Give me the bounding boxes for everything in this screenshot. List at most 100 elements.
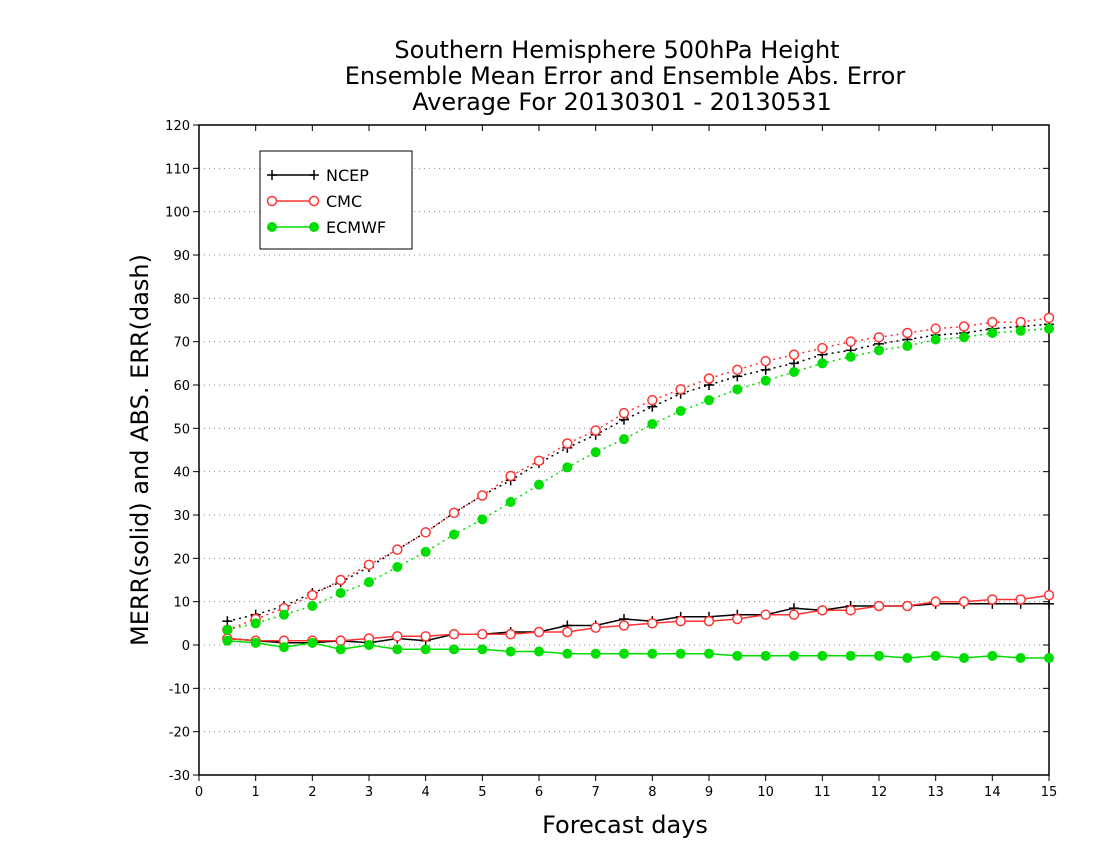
ecmwf-mean-error-point <box>647 648 658 659</box>
y-tick-label: 60 <box>173 379 190 394</box>
ecmwf-mean-error-line <box>227 639 1049 659</box>
y-tick-label: -30 <box>169 769 190 784</box>
cmc-abs-error-point <box>788 349 800 360</box>
cmc-abs-error-point <box>845 336 856 347</box>
y-tick-label: 80 <box>173 292 190 307</box>
cmc-mean-error-point <box>788 609 800 620</box>
x-tick-label: 6 <box>535 785 543 800</box>
ecmwf-abs-error-point <box>222 624 233 635</box>
ecmwf-abs-error-point <box>704 395 714 406</box>
x-tick-label: 13 <box>927 785 944 800</box>
y-tick-label: 10 <box>173 596 190 611</box>
x-tick-label: 12 <box>871 785 888 800</box>
y-tick-label: 50 <box>173 422 190 437</box>
x-tick-label: 11 <box>814 785 831 800</box>
ecmwf-abs-error-point <box>449 529 459 540</box>
ecmwf-mean-error-point <box>902 653 913 663</box>
ecmwf-abs-error-point <box>562 462 573 473</box>
cmc-mean-error-point <box>845 605 856 616</box>
ecmwf-abs-error-point <box>789 367 799 377</box>
ecmwf-abs-error-point <box>250 618 261 629</box>
y-tick-label: 40 <box>173 466 190 481</box>
x-tick-label: 14 <box>984 785 1001 800</box>
y-tick-label: -20 <box>169 726 190 741</box>
x-tick-label: 10 <box>757 785 774 800</box>
ecmwf-mean-error-point <box>817 650 828 661</box>
ecmwf-mean-error-point <box>675 648 686 659</box>
ecmwf-mean-error-point <box>590 648 601 659</box>
cmc-abs-error-point <box>335 574 346 586</box>
ecmwf-abs-error-point <box>590 447 601 458</box>
x-tick-label: 9 <box>705 785 713 800</box>
ncep-abs-error-point <box>760 364 771 375</box>
cmc-mean-error-point <box>873 600 885 612</box>
cmc-mean-error-point <box>647 618 658 629</box>
cmc-mean-error-point <box>817 605 828 616</box>
cmc-abs-error-point <box>420 527 431 538</box>
ecmwf-mean-error-point <box>874 650 884 661</box>
legend-label-ecmwf: ECMWF <box>326 218 386 237</box>
x-tick-label: 4 <box>422 785 430 800</box>
gridlines <box>199 167 1049 733</box>
title-line-3: Average For 20130301 - 20130531 <box>412 88 832 116</box>
y-tick-label: 120 <box>165 119 190 134</box>
legend-label-cmc: CMC <box>326 192 362 211</box>
ecmwf-abs-error-point <box>335 588 346 598</box>
cmc-abs-error-point <box>590 425 601 436</box>
ecmwf-mean-error-point <box>505 646 516 657</box>
x-tick-label: 3 <box>365 785 373 800</box>
plot-frame <box>198 124 1050 776</box>
y-tick-label: 100 <box>165 206 190 221</box>
cmc-mean-error-point <box>590 622 601 633</box>
cmc-mean-error-point <box>987 594 998 605</box>
y-tick-label: -10 <box>169 682 190 697</box>
y-tick-label: 90 <box>173 249 190 264</box>
ecmwf-abs-error-point <box>364 577 374 588</box>
legend-box <box>259 150 413 250</box>
legend-marker-cmc <box>308 195 320 207</box>
legend-label-ncep: NCEP <box>326 166 369 185</box>
ecmwf-mean-error-point <box>732 650 743 661</box>
ecmwf-abs-error-point <box>760 375 771 386</box>
ecmwf-abs-error-point <box>307 601 318 611</box>
legend-marker-ecmwf <box>267 222 277 232</box>
ecmwf-abs-error-point <box>675 406 686 416</box>
cmc-abs-error-point <box>873 332 885 343</box>
ecmwf-abs-error-point <box>392 562 403 572</box>
ecmwf-mean-error-point <box>364 640 374 650</box>
legend-marker-cmc <box>266 195 278 207</box>
legend: NCEP CMC ECMWF <box>259 150 413 250</box>
x-tick-label: 8 <box>648 785 656 800</box>
cmc-mean-error-point <box>703 615 715 627</box>
ecmwf-mean-error-point <box>392 644 403 655</box>
ecmwf-mean-error-point <box>534 646 544 657</box>
y-tick-label: 70 <box>173 336 190 351</box>
cmc-abs-error-point <box>817 342 828 354</box>
cmc-mean-error-point <box>760 609 771 620</box>
cmc-abs-error-point <box>392 544 403 555</box>
y-axis-label: MERR(solid) and ABS. ERR(dash) <box>126 254 154 646</box>
y-tick-label: 30 <box>173 509 190 524</box>
cmc-abs-error-line <box>227 317 1050 631</box>
ecmwf-abs-error-point <box>817 358 828 369</box>
cmc-abs-error-point <box>533 455 545 467</box>
ecmwf-mean-error-point <box>760 650 771 661</box>
y-tick-label: 20 <box>173 552 190 567</box>
ecmwf-mean-error-point <box>477 644 488 655</box>
cmc-abs-error-point <box>703 373 715 384</box>
x-tick-label: 15 <box>1041 785 1058 800</box>
cmc-mean-error-point <box>1043 589 1055 601</box>
cmc-mean-error-point <box>675 615 686 627</box>
cmc-abs-error-point <box>448 507 460 519</box>
cmc-abs-error-point <box>987 316 998 328</box>
x-axis-label: Forecast days <box>542 811 708 839</box>
cmc-abs-error-point <box>505 470 516 482</box>
ecmwf-abs-error-point <box>420 546 431 557</box>
ecmwf-abs-error-point <box>1044 323 1054 334</box>
cmc-abs-error-point <box>363 559 375 571</box>
ecmwf-abs-error-point <box>477 514 488 525</box>
cmc-abs-error-point <box>618 407 630 419</box>
x-tick-label: 1 <box>252 785 260 800</box>
ecmwf-abs-error-point <box>959 332 969 343</box>
